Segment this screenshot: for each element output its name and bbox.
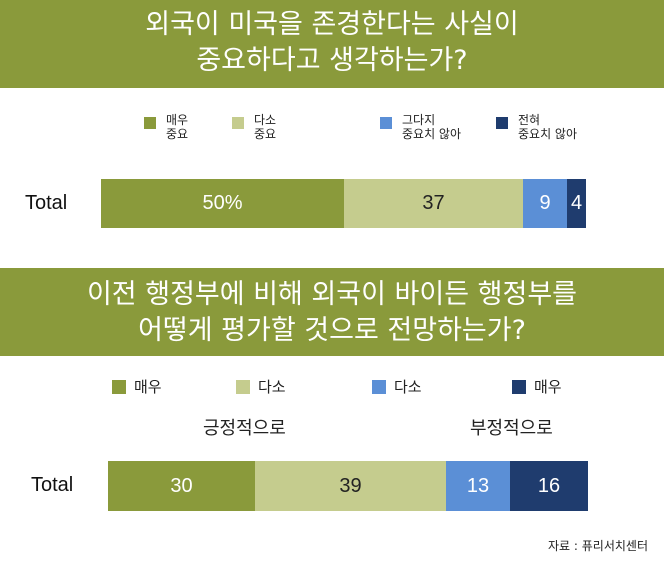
legend-label: 중요치 않아 (518, 127, 578, 141)
data-label: 16 (537, 474, 561, 497)
chart2-row-label: Total (31, 474, 74, 496)
chart1-bar: 50% 37 9 4 (101, 179, 586, 228)
bar-segment: 16 (510, 461, 588, 511)
legend-label: 중요 (166, 127, 189, 141)
bar-segment: 13 (446, 461, 510, 511)
bar-segment: 50% (101, 179, 344, 228)
legend-label: 다소 (258, 378, 286, 396)
bar-segment: 9 (523, 179, 567, 228)
legend-swatch (496, 117, 508, 129)
bar-segment: 39 (255, 461, 446, 511)
data-label: 13 (466, 474, 490, 497)
chart2-title-line1: 이전 행정부에 비해 외국이 바이든 행정부를 (86, 279, 578, 310)
legend-label: 그다지 (402, 113, 436, 127)
legend-label: 매우 (134, 378, 162, 396)
legend-label: 다소 (394, 378, 422, 396)
legend-swatch (372, 380, 386, 394)
source-note: 자료 : 퓨리서치센터 (548, 539, 648, 553)
legend-swatch (380, 117, 392, 129)
chart2-bar: 30 39 13 16 (108, 461, 588, 511)
legend-swatch (112, 380, 126, 394)
data-label: 39 (339, 474, 362, 497)
bar-segment: 30 (108, 461, 255, 511)
legend-label: 다소 (254, 113, 277, 127)
legend-label: 전혀 (518, 113, 541, 127)
chart1-title-line2: 중요하다고 생각하는가? (196, 45, 468, 76)
legend-swatch (144, 117, 156, 129)
legend-swatch (512, 380, 526, 394)
data-label: 30 (170, 474, 193, 497)
data-label: 9 (539, 192, 551, 214)
data-label: 37 (422, 192, 445, 214)
chart2-title: 이전 행정부에 비해 외국이 바이든 행정부를 어떻게 평가할 것으로 전망하는… (0, 268, 664, 356)
legend-swatch (236, 380, 250, 394)
legend-label: 매우 (166, 113, 189, 127)
chart1-title: 외국이 미국을 존경한다는 사실이 중요하다고 생각하는가? (0, 0, 664, 88)
bar-segment: 4 (567, 179, 586, 228)
legend-label: 중요치 않아 (402, 127, 462, 141)
bar-segment: 37 (344, 179, 523, 228)
negative-group-label: 부정적으로 (470, 418, 553, 439)
positive-group-label: 긍정적으로 (203, 418, 286, 439)
legend-swatch (232, 117, 244, 129)
chart2-title-line2: 어떻게 평가할 것으로 전망하는가? (138, 315, 526, 346)
data-label: 4 (570, 192, 583, 214)
chart1-row-label: Total (25, 192, 68, 214)
legend-label: 중요 (254, 127, 277, 141)
chart1-title-line1: 외국이 미국을 존경한다는 사실이 (145, 9, 519, 40)
legend-label: 매우 (534, 378, 562, 396)
data-label: 50% (202, 192, 243, 214)
